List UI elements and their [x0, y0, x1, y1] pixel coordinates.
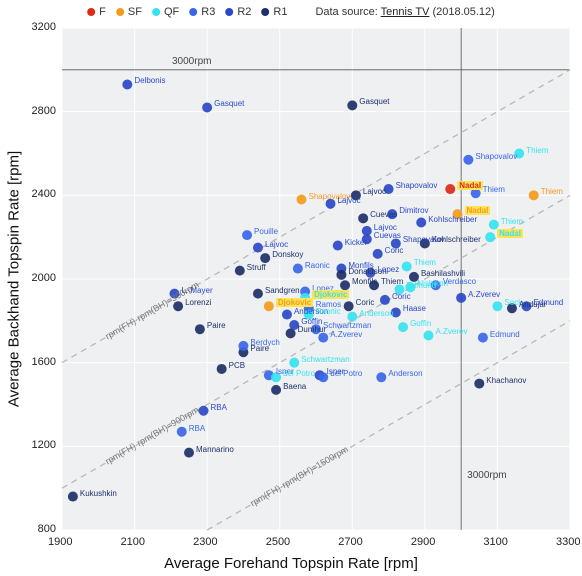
point-label: Coric [385, 246, 404, 255]
point-label: L. Mayer [181, 286, 212, 295]
point-label: Djokovic [312, 290, 349, 299]
point-label: Haase [403, 304, 426, 313]
point-label: Mannarino [196, 445, 234, 454]
point-label: A.Zverev [330, 330, 362, 339]
point-label: Anderson [388, 369, 422, 378]
x-tick: 2700 [338, 536, 362, 548]
point-label: Sandgren [265, 286, 300, 295]
y-tick: 2400 [32, 188, 56, 200]
point-label: Thiem [501, 217, 523, 226]
point-label: Dumhur [298, 325, 326, 334]
y-tick: 1200 [32, 439, 56, 451]
point-label: Gasquet [359, 97, 389, 106]
x-tick: 2500 [266, 536, 290, 548]
x-tick: 2300 [193, 536, 217, 548]
point-label: Berdych [250, 338, 279, 347]
point-label: Goffin [301, 317, 322, 326]
y-tick: 2000 [32, 272, 56, 284]
point-label: A.Zverev [435, 327, 467, 336]
point-label: Pouille [254, 227, 278, 236]
point-label: A.Zverev [468, 290, 500, 299]
point-label: RBA [189, 424, 205, 433]
point-label: Nadal [465, 206, 491, 215]
x-ref-label: 3000rpm [467, 470, 506, 481]
point-label: Lorenzi [185, 298, 211, 307]
point-label: Lopez [377, 265, 399, 274]
point-label: Thiem [381, 277, 403, 286]
point-label: Shapovalov [475, 152, 517, 161]
y-tick: 3200 [32, 21, 56, 33]
y-ref-label: 3000rpm [172, 56, 211, 67]
point-label: Edmund [490, 330, 520, 339]
point-label: Donskoy [272, 250, 303, 259]
y-tick: 1600 [32, 356, 56, 368]
point-label: Cuevas [374, 231, 401, 240]
point-label: Baena [283, 382, 306, 391]
point-label: RBA [211, 403, 227, 412]
point-label: Thiem [541, 187, 563, 196]
point-label: Lajvoc [338, 196, 361, 205]
point-label: Coric [392, 292, 411, 301]
point-label: Khachanov [486, 376, 526, 385]
x-tick: 3300 [556, 536, 580, 548]
y-tick: 800 [38, 523, 56, 535]
point-label: Anderson [359, 309, 393, 318]
point-label: Raonic [305, 261, 330, 270]
point-label: Kohlschreiber [428, 215, 477, 224]
point-label: Thiem [526, 146, 548, 155]
point-label: Lajvoc [265, 240, 288, 249]
point-label: Paire [207, 321, 226, 330]
point-label: Monfils [352, 277, 377, 286]
point-label: Kukushkin [80, 489, 117, 498]
x-tick: 1900 [48, 536, 72, 548]
y-axis-label: Average Backhand Topspin Rate [rpm] [6, 151, 23, 407]
point-label: Lajvoc [363, 187, 386, 196]
point-label: Kohlschreiber [432, 235, 481, 244]
point-label: Dimitrov [399, 206, 428, 215]
point-label: Thiem [483, 185, 505, 194]
x-tick: 2900 [411, 536, 435, 548]
x-tick: 2100 [121, 536, 145, 548]
point-label: del Potro [283, 369, 315, 378]
point-label: Nadal [497, 229, 523, 238]
point-label: Nadal [457, 181, 483, 190]
point-label: Coric [356, 298, 375, 307]
point-label: Cuevas [370, 210, 397, 219]
point-label: Gasquet [214, 99, 244, 108]
point-label: Shapovalov [396, 181, 438, 190]
point-label: Delbonis [134, 76, 165, 85]
point-label: Edmund [533, 298, 563, 307]
point-label: Goffin [410, 319, 431, 328]
point-label: Verdasco [443, 277, 476, 286]
point-label: del Potro [330, 369, 362, 378]
x-axis-label: Average Forehand Topspin Rate [rpm] [0, 555, 582, 572]
point-label: Struff [247, 263, 266, 272]
point-label: PCB [229, 361, 245, 370]
y-tick: 2800 [32, 105, 56, 117]
point-label: Kicker [345, 238, 367, 247]
point-label: Schwartzman [301, 355, 349, 364]
point-label: Thiem [414, 258, 436, 267]
x-tick: 3100 [483, 536, 507, 548]
point-label: Raonic [316, 307, 341, 316]
